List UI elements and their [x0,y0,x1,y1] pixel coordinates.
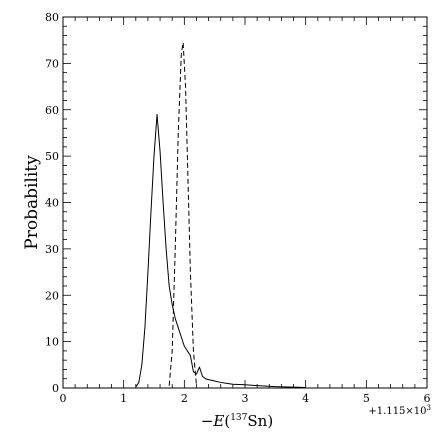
x-tick-label: 1 [120,392,127,405]
x-tick-label: 2 [181,392,188,405]
x-axis-label-prefix: − [201,412,214,430]
y-axis-label: Probability [22,155,42,250]
x-tick-label: 6 [424,392,431,405]
x-axis-offset-base: +1.115×10 [368,406,426,417]
series-layer [135,42,306,389]
x-axis-offset-label: +1.115×103 [368,404,431,417]
y-tick-label: 40 [45,197,59,210]
x-axis-label-elem: Sn [247,412,267,430]
y-tick-label: 20 [45,289,59,302]
x-axis-label-open: ( [224,412,230,430]
y-tick-label: 70 [45,57,59,70]
y-tick-label: 60 [45,104,59,117]
solid-series-line [135,113,306,389]
x-tick-label: 5 [363,392,370,405]
x-axis-label-close: ) [267,412,273,430]
x-axis-offset-sup: 3 [427,404,431,412]
plot-frame [62,16,428,389]
x-tick-label: 3 [242,392,249,405]
x-axis-label-sup: 137 [230,413,247,423]
y-tick-label: 80 [45,11,59,24]
x-tick-label: 4 [302,392,309,405]
dashed-series-line [168,42,197,386]
y-tick-label: 10 [45,336,59,349]
x-axis-label: −E(137Sn) [201,412,273,430]
x-tick-label: 0 [60,392,67,405]
y-tick-label: 30 [45,243,59,256]
y-tick-label: 0 [52,382,59,395]
x-axis-label-var: E [212,412,224,430]
y-tick-label: 50 [45,150,59,163]
tick-layer [62,16,428,389]
